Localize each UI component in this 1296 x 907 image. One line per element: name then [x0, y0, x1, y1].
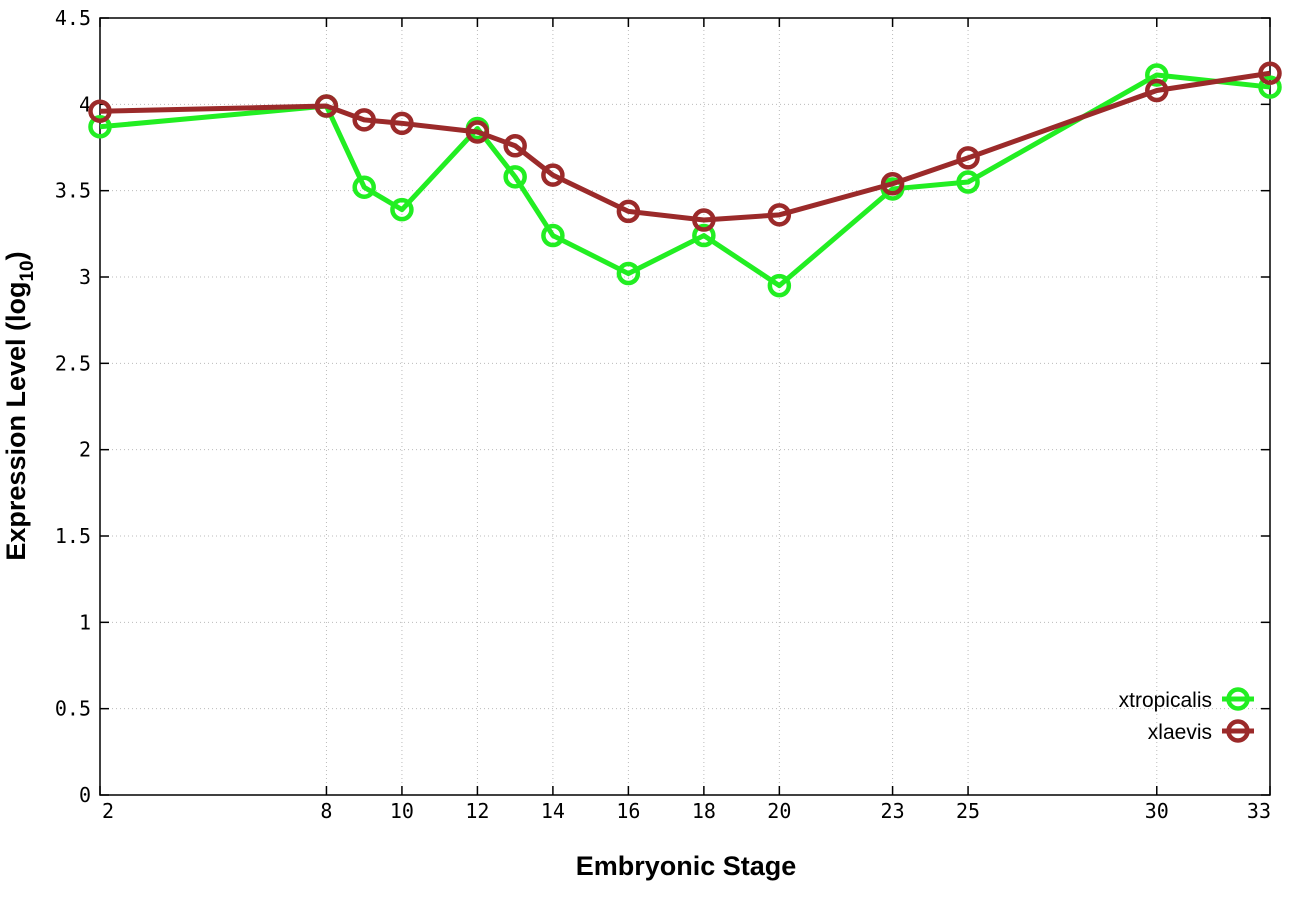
- y-tick-label: 3.5: [55, 179, 91, 203]
- data-point-xtropicalis: [767, 273, 792, 298]
- x-tick-label: 18: [692, 799, 716, 823]
- x-tick-label: 25: [956, 799, 980, 823]
- data-point-xlaevis: [956, 146, 980, 170]
- y-tick-label: 2.5: [55, 351, 91, 375]
- y-axis-title-main: Expression Level (log: [1, 282, 31, 561]
- series-lines: [88, 61, 1282, 298]
- y-tick-label: 2: [79, 438, 91, 462]
- data-point-xtropicalis: [1258, 75, 1282, 99]
- legend-swatch-marker: [1226, 719, 1250, 743]
- y-tick-label: 1.5: [55, 524, 91, 548]
- y-tick-label: 1: [79, 610, 91, 634]
- data-point-xtropicalis: [390, 197, 414, 222]
- y-tick-label: 3: [79, 265, 91, 289]
- data-point-xtropicalis: [692, 223, 716, 248]
- data-point-xlaevis: [390, 111, 414, 136]
- data-point-xtropicalis: [956, 170, 980, 194]
- x-tick-label: 8: [320, 799, 332, 823]
- y-axis-title-end: ): [1, 251, 31, 260]
- data-point-xlaevis: [880, 172, 905, 196]
- data-point-xlaevis: [352, 108, 376, 132]
- x-axis-title: Embryonic Stage: [576, 851, 797, 881]
- legend-label-xlaevis: xlaevis: [1148, 721, 1212, 744]
- data-point-xlaevis: [88, 99, 112, 123]
- y-tick-label: 0.5: [55, 697, 91, 721]
- data-point-xtropicalis: [1145, 63, 1169, 87]
- legend-swatch-marker: [1226, 687, 1250, 711]
- y-tick-label: 0: [79, 783, 91, 807]
- y-axis-title-sub: 10: [17, 260, 38, 281]
- y-axis-title: Expression Level (log10): [1, 251, 38, 560]
- data-point-xlaevis: [541, 163, 565, 187]
- x-tick-label: 30: [1145, 799, 1169, 823]
- x-tick-label: 20: [767, 799, 791, 823]
- data-point-xlaevis: [1145, 78, 1169, 103]
- legend-label-xtropicalis: xtropicalis: [1119, 689, 1212, 712]
- data-point-xlaevis: [1258, 61, 1282, 86]
- x-tick-label: 23: [881, 799, 905, 823]
- data-point-xlaevis: [503, 134, 527, 158]
- grid: [100, 18, 1270, 795]
- x-tick-label: 33: [1247, 799, 1271, 823]
- data-point-xlaevis: [767, 203, 792, 227]
- data-point-xlaevis: [616, 199, 641, 224]
- y-tick-label: 4.5: [55, 6, 91, 30]
- y-tick-label: 4: [79, 92, 91, 116]
- data-point-xtropicalis: [352, 175, 376, 199]
- plot-frame: [99, 17, 1271, 796]
- x-tick-label: 10: [390, 799, 414, 823]
- data-point-xtropicalis: [616, 261, 641, 286]
- axis-ticks: 0 0.5 1 1.5 2 2.5 3 3.5 4 4.5 2 8 10 12 14 16 18 20 23 25 30…: [55, 6, 1271, 823]
- data-point-xlaevis: [314, 94, 339, 118]
- series-line-xlaevis: [99, 70, 1271, 223]
- x-tick-label: 12: [465, 799, 489, 823]
- data-point-xtropicalis: [503, 165, 527, 189]
- data-point-xtropicalis: [541, 223, 565, 248]
- data-point-xlaevis: [465, 120, 490, 144]
- x-tick-label: 2: [102, 799, 114, 823]
- x-tick-label: 14: [541, 799, 565, 823]
- data-point-xtropicalis: [88, 115, 112, 139]
- x-tick-label: 16: [616, 799, 640, 823]
- data-point-xlaevis: [692, 208, 716, 232]
- legend: xtropicalis xlaevis: [1119, 687, 1254, 744]
